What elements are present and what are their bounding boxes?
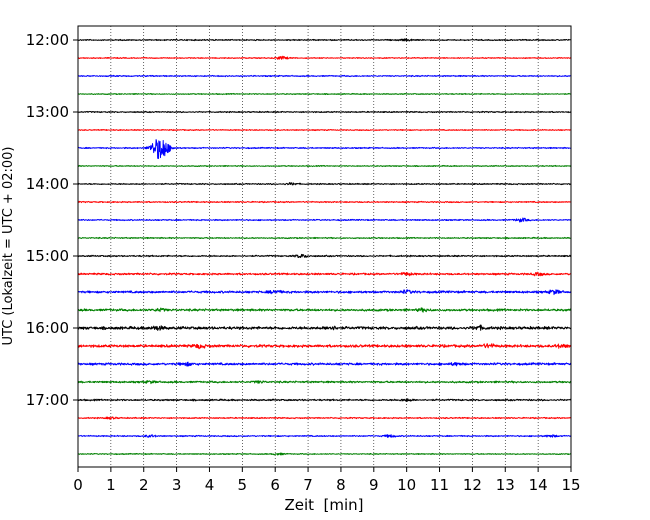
- y-tick-label: 14:00: [26, 175, 69, 193]
- trace-1515: [77, 271, 572, 277]
- x-tick-label: 8: [336, 476, 346, 494]
- x-tick-label: 1: [106, 476, 116, 494]
- x-tick-label: 10: [397, 476, 416, 494]
- x-tick-label: 15: [561, 476, 580, 494]
- y-tick-label: 13:00: [26, 103, 69, 121]
- trace-1400: [77, 182, 572, 186]
- plot-frame: [77, 25, 572, 468]
- y-tick-label: 17:00: [26, 391, 69, 409]
- trace-1500: [77, 253, 572, 258]
- trace-1415: [77, 200, 572, 204]
- trace-1615: [77, 343, 572, 350]
- x-tick-label: 14: [529, 476, 548, 494]
- trace-1330: [77, 139, 572, 160]
- trace-1700: [77, 398, 572, 402]
- x-tick-label: 5: [238, 476, 248, 494]
- trace-1645: [77, 380, 572, 385]
- trace-1215: [77, 55, 572, 60]
- trace-1630: [77, 361, 572, 367]
- trace-1200: [77, 38, 572, 42]
- x-axis-title: Zeit [min]: [284, 496, 363, 514]
- x-axis: 0 1 2 3 4 5 6 7 8 9 10 11 12 13 14 15: [73, 467, 581, 494]
- x-tick-label: 9: [369, 476, 379, 494]
- trace-1430: [77, 217, 572, 223]
- x-tick-label: 6: [270, 476, 280, 494]
- y-tick-label: 16:00: [26, 319, 69, 337]
- y-axis: 12:00 13:00 14:00 15:00 16:00 17:00: [26, 31, 78, 409]
- x-tick-label: 11: [430, 476, 449, 494]
- trace-1545: [77, 307, 572, 313]
- x-tick-label: 4: [205, 476, 215, 494]
- trace-1315: [77, 128, 572, 132]
- trace-1730: [77, 434, 572, 438]
- x-tick-label: 3: [172, 476, 182, 494]
- x-tick-label: 13: [496, 476, 515, 494]
- y-axis-title: UTC (Lokalzeit = UTC + 02:00): [1, 147, 16, 346]
- x-tick-label: 12: [463, 476, 482, 494]
- x-tick-label: 0: [73, 476, 83, 494]
- x-tick-label: 2: [139, 476, 149, 494]
- trace-1600: [77, 324, 572, 331]
- x-tick-label: 7: [303, 476, 313, 494]
- trace-1530: [77, 289, 572, 296]
- trace-1445: [77, 236, 572, 240]
- trace-1300: [77, 110, 572, 114]
- trace-group: [77, 38, 572, 456]
- y-tick-label: 12:00: [26, 31, 69, 49]
- trace-1715: [77, 416, 572, 420]
- y-tick-label: 15:00: [26, 247, 69, 265]
- trace-1245: [77, 92, 572, 96]
- trace-1745: [77, 452, 572, 456]
- trace-1345: [77, 164, 572, 168]
- trace-1230: [77, 74, 572, 78]
